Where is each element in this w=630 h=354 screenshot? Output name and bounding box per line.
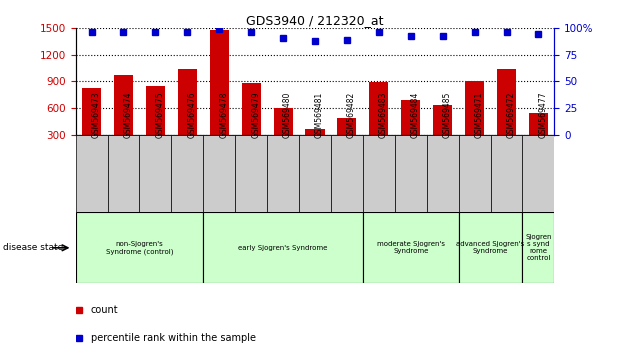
Bar — [114, 75, 133, 161]
Text: GSM569478: GSM569478 — [219, 92, 228, 138]
Text: GSM569475: GSM569475 — [156, 92, 164, 138]
Bar — [369, 82, 389, 161]
Text: count: count — [91, 305, 118, 315]
Text: early Sjogren's Syndrome: early Sjogren's Syndrome — [238, 245, 328, 251]
Text: GSM569481: GSM569481 — [315, 92, 324, 138]
Bar — [522, 212, 554, 283]
Text: GSM569473: GSM569473 — [91, 92, 101, 138]
Bar — [401, 100, 420, 161]
Bar — [459, 212, 522, 283]
Text: moderate Sjogren's
Syndrome: moderate Sjogren's Syndrome — [377, 241, 445, 254]
Bar — [210, 30, 229, 161]
Text: GSM569471: GSM569471 — [474, 92, 484, 138]
Text: GSM569479: GSM569479 — [251, 92, 260, 138]
Bar — [337, 118, 357, 161]
Bar — [76, 135, 108, 212]
Bar — [363, 212, 459, 283]
Text: Sjogren
s synd
rome
control: Sjogren s synd rome control — [525, 234, 552, 261]
Text: GSM569472: GSM569472 — [507, 92, 515, 138]
Bar — [203, 135, 235, 212]
Bar — [139, 135, 171, 212]
Text: GSM569484: GSM569484 — [411, 92, 420, 138]
Text: GSM569483: GSM569483 — [379, 92, 388, 138]
Text: non-Sjogren's
Syndrome (control): non-Sjogren's Syndrome (control) — [106, 241, 173, 255]
Bar — [331, 135, 363, 212]
Bar — [178, 69, 197, 161]
Text: disease state: disease state — [3, 243, 64, 252]
Bar — [235, 135, 267, 212]
Bar — [108, 135, 139, 212]
Bar — [522, 135, 554, 212]
Title: GDS3940 / 212320_at: GDS3940 / 212320_at — [246, 14, 384, 27]
Text: GSM569476: GSM569476 — [187, 92, 197, 138]
Bar — [76, 212, 203, 283]
Text: advanced Sjogren's
Syndrome: advanced Sjogren's Syndrome — [456, 241, 525, 254]
Bar — [363, 135, 395, 212]
Bar — [395, 135, 427, 212]
Bar — [299, 135, 331, 212]
Bar — [529, 113, 548, 161]
Bar — [491, 135, 522, 212]
Text: GSM569485: GSM569485 — [443, 92, 452, 138]
Text: GSM569482: GSM569482 — [347, 92, 356, 138]
Text: GSM569474: GSM569474 — [123, 92, 132, 138]
Bar — [497, 69, 516, 161]
Bar — [433, 105, 452, 161]
Bar — [273, 108, 293, 161]
Bar — [427, 135, 459, 212]
Bar — [465, 81, 484, 161]
Bar — [82, 88, 101, 161]
Text: GSM569480: GSM569480 — [283, 92, 292, 138]
Bar — [146, 86, 165, 161]
Bar — [459, 135, 491, 212]
Bar — [267, 135, 299, 212]
Text: percentile rank within the sample: percentile rank within the sample — [91, 333, 256, 343]
Bar — [241, 83, 261, 161]
Text: GSM569477: GSM569477 — [539, 92, 547, 138]
Bar — [171, 135, 203, 212]
Bar — [306, 129, 324, 161]
Bar — [203, 212, 363, 283]
